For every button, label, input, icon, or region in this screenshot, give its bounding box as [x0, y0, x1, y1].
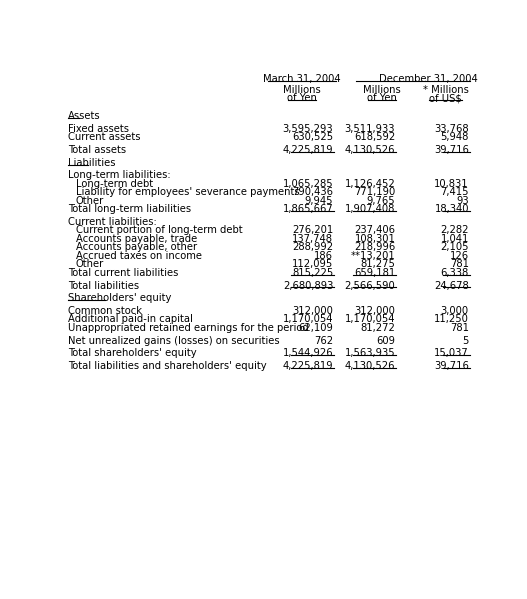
Text: 11,250: 11,250	[434, 314, 469, 325]
Text: Long-term liabilities:: Long-term liabilities:	[68, 171, 171, 180]
Text: 4,130,526: 4,130,526	[345, 145, 395, 155]
Text: Long-term debt: Long-term debt	[76, 179, 153, 189]
Text: 7,415: 7,415	[441, 187, 469, 198]
Text: 1,065,285: 1,065,285	[282, 179, 333, 189]
Text: 5: 5	[463, 335, 469, 346]
Text: 2,105: 2,105	[441, 243, 469, 252]
Text: 4,130,526: 4,130,526	[345, 361, 395, 371]
Text: Accounts payable, trade: Accounts payable, trade	[76, 234, 197, 244]
Text: Millions: Millions	[284, 85, 321, 95]
Text: Current liabilities:: Current liabilities:	[68, 217, 157, 227]
Text: Common stock: Common stock	[68, 306, 142, 316]
Text: December 31, 2004: December 31, 2004	[379, 74, 478, 84]
Text: 81,275: 81,275	[360, 259, 395, 270]
Text: 276,201: 276,201	[292, 225, 333, 235]
Text: Other: Other	[76, 196, 104, 206]
Text: 39,716: 39,716	[434, 361, 469, 371]
Text: 108,301: 108,301	[354, 234, 395, 244]
Text: Assets: Assets	[68, 111, 101, 121]
Text: Total assets: Total assets	[68, 145, 126, 155]
Text: March 31, 2004: March 31, 2004	[264, 74, 341, 84]
Text: 62,109: 62,109	[298, 323, 333, 333]
Text: 6,338: 6,338	[441, 268, 469, 278]
Text: 4,225,819: 4,225,819	[282, 361, 333, 371]
Text: 1,907,408: 1,907,408	[345, 204, 395, 214]
Text: of Yen: of Yen	[367, 93, 397, 104]
Text: 1,544,926: 1,544,926	[282, 348, 333, 358]
Text: Net unrealized gains (losses) on securities: Net unrealized gains (losses) on securit…	[68, 335, 280, 346]
Text: * Millions: * Millions	[423, 85, 469, 95]
Text: 1,563,935: 1,563,935	[345, 348, 395, 358]
Text: **13,201: **13,201	[350, 251, 395, 261]
Text: 815,225: 815,225	[292, 268, 333, 278]
Text: 93: 93	[456, 196, 469, 206]
Text: Current assets: Current assets	[68, 132, 141, 143]
Text: 1,170,054: 1,170,054	[345, 314, 395, 325]
Text: 3,000: 3,000	[441, 306, 469, 316]
Text: Unappropriated retained earnings for the period: Unappropriated retained earnings for the…	[68, 323, 309, 333]
Text: Fixed assets: Fixed assets	[68, 124, 129, 134]
Text: 10,831: 10,831	[434, 179, 469, 189]
Text: 781: 781	[450, 323, 469, 333]
Text: 218,996: 218,996	[354, 243, 395, 252]
Text: 33,768: 33,768	[434, 124, 469, 134]
Text: Other: Other	[76, 259, 104, 270]
Text: Millions: Millions	[363, 85, 401, 95]
Text: 24,678: 24,678	[434, 280, 469, 291]
Text: 81,272: 81,272	[360, 323, 395, 333]
Text: Total long-term liabilities: Total long-term liabilities	[68, 204, 191, 214]
Text: 18,340: 18,340	[434, 204, 469, 214]
Text: 618,592: 618,592	[354, 132, 395, 143]
Text: of Yen: of Yen	[287, 93, 317, 104]
Text: 9,765: 9,765	[367, 196, 395, 206]
Text: Liability for employees' severance payments: Liability for employees' severance payme…	[76, 187, 299, 198]
Text: 186: 186	[314, 251, 333, 261]
Text: 9,945: 9,945	[305, 196, 333, 206]
Text: 1,865,667: 1,865,667	[282, 204, 333, 214]
Text: 4,225,819: 4,225,819	[282, 145, 333, 155]
Text: Accounts payable, other: Accounts payable, other	[76, 243, 197, 252]
Text: 15,037: 15,037	[434, 348, 469, 358]
Text: 2,566,590: 2,566,590	[345, 280, 395, 291]
Text: 2,680,893: 2,680,893	[283, 280, 333, 291]
Text: Liabilities: Liabilities	[68, 158, 116, 168]
Text: 1,126,452: 1,126,452	[345, 179, 395, 189]
Text: Total liabilities: Total liabilities	[68, 280, 139, 291]
Text: Additional paid-in capital: Additional paid-in capital	[68, 314, 193, 325]
Text: Total current liabilities: Total current liabilities	[68, 268, 179, 278]
Text: 659,181: 659,181	[354, 268, 395, 278]
Text: 288,992: 288,992	[292, 243, 333, 252]
Text: Current portion of long-term debt: Current portion of long-term debt	[76, 225, 242, 235]
Text: 3,595,293: 3,595,293	[282, 124, 333, 134]
Text: 2,282: 2,282	[441, 225, 469, 235]
Text: 5,948: 5,948	[441, 132, 469, 143]
Text: Shareholders' equity: Shareholders' equity	[68, 294, 172, 303]
Text: 3,511,933: 3,511,933	[345, 124, 395, 134]
Text: 781: 781	[450, 259, 469, 270]
Text: Accrued taxes on income: Accrued taxes on income	[76, 251, 202, 261]
Text: 112,095: 112,095	[292, 259, 333, 270]
Text: 790,436: 790,436	[292, 187, 333, 198]
Text: Total liabilities and shareholders' equity: Total liabilities and shareholders' equi…	[68, 361, 267, 371]
Text: 126: 126	[450, 251, 469, 261]
Text: 1,041: 1,041	[441, 234, 469, 244]
Text: 771,190: 771,190	[354, 187, 395, 198]
Text: 137,748: 137,748	[292, 234, 333, 244]
Text: 312,000: 312,000	[354, 306, 395, 316]
Text: 609: 609	[376, 335, 395, 346]
Text: 312,000: 312,000	[292, 306, 333, 316]
Text: 630,525: 630,525	[292, 132, 333, 143]
Text: of US$: of US$	[429, 93, 462, 104]
Text: 762: 762	[314, 335, 333, 346]
Text: 1,170,054: 1,170,054	[283, 314, 333, 325]
Text: Total shareholders' equity: Total shareholders' equity	[68, 348, 197, 358]
Text: 39,716: 39,716	[434, 145, 469, 155]
Text: 237,406: 237,406	[354, 225, 395, 235]
